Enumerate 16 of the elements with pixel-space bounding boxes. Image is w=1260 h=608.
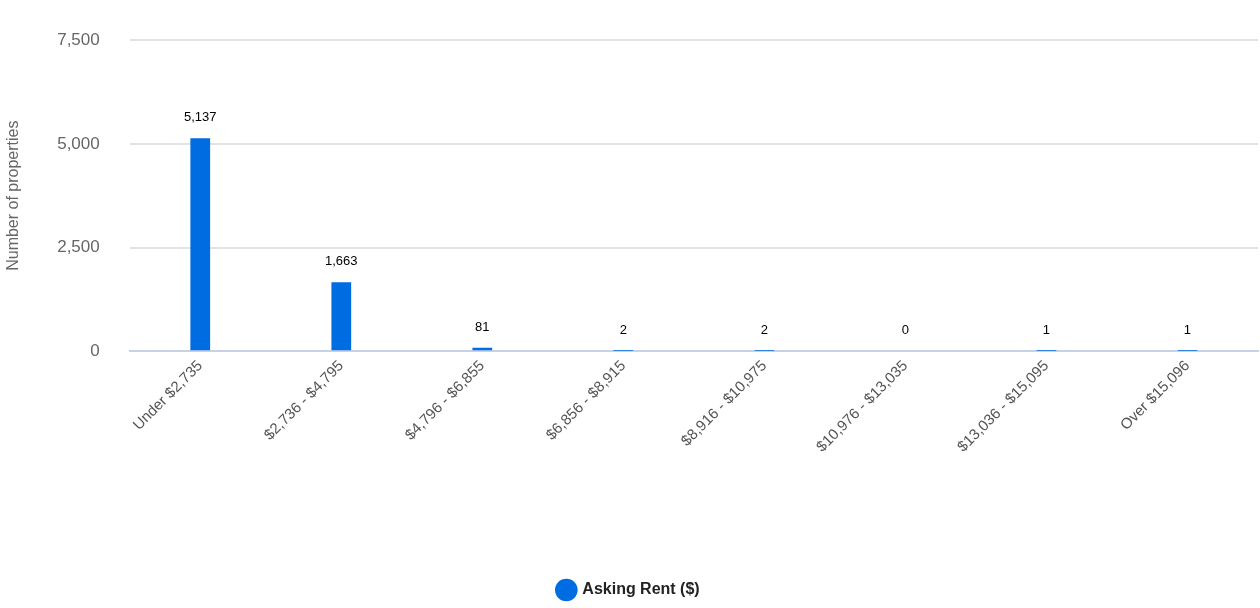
data-label: 1 [1183, 322, 1192, 338]
data-label: 2 [760, 322, 768, 338]
data-label: 1,663 [325, 253, 358, 269]
data-label: 81 [475, 318, 490, 334]
data-label: 2 [619, 322, 627, 338]
bar [190, 138, 211, 351]
y-tick-label: 2,500 [57, 237, 100, 257]
y-tick-label: 5,000 [57, 133, 100, 153]
y-tick-label: 7,500 [57, 29, 100, 49]
legend-label: Asking Rent ($) [582, 580, 700, 598]
data-label: 5,137 [183, 109, 217, 125]
data-label: 0 [901, 322, 910, 338]
y-axis-title: Number of properties [4, 120, 22, 271]
bar [331, 282, 352, 351]
y-tick-label: 0 [90, 340, 100, 360]
data-label: 1 [1042, 322, 1051, 338]
